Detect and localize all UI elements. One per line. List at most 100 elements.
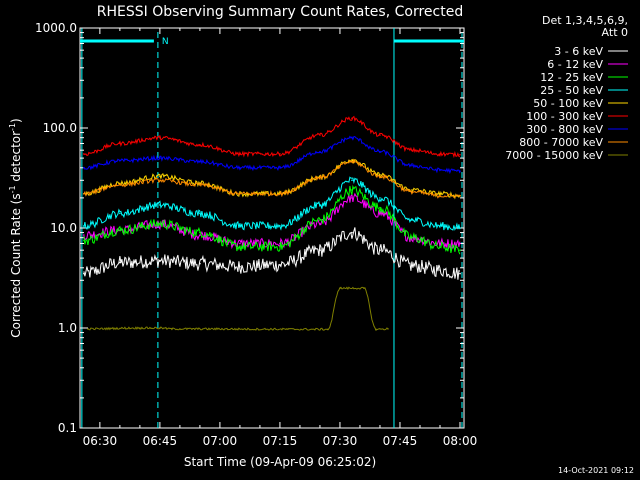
data-point — [351, 179, 353, 182]
data-point — [379, 206, 381, 209]
data-point — [379, 150, 381, 153]
data-point — [239, 153, 241, 155]
ticks-layer: 06:30 06:45 07:00 07:15 07:30 07:45 08:00 0.1 1.… — [35, 21, 477, 448]
data-point — [87, 328, 89, 330]
x-tick-label: 06:45 — [143, 434, 178, 448]
data-point — [119, 159, 121, 162]
data-point — [119, 184, 121, 186]
data-point — [387, 328, 389, 330]
legend-label: 25 - 50 keV — [540, 84, 603, 97]
data-point — [239, 225, 241, 227]
series-800-7000-kev — [83, 158, 461, 199]
legend-title-line: Att 0 — [602, 26, 628, 39]
data-point — [411, 219, 413, 221]
data-point — [239, 166, 241, 169]
data-point — [411, 264, 413, 267]
data-point — [199, 160, 201, 163]
data-point — [239, 245, 241, 248]
series-100-300-kev — [83, 115, 461, 159]
series-3-6-kev — [83, 227, 461, 280]
series-300-800-kev — [83, 135, 461, 175]
data-point — [339, 287, 341, 290]
data-point — [159, 327, 161, 329]
data-point — [159, 259, 161, 262]
y-tick-label: 100.0 — [43, 121, 77, 135]
data-point — [83, 234, 85, 236]
data-point — [139, 327, 141, 329]
flag-annotation: N — [162, 37, 169, 47]
data-point — [379, 174, 381, 176]
data-point — [159, 223, 161, 225]
legend-label: 800 - 7000 keV — [519, 136, 603, 149]
data-point — [459, 249, 461, 251]
data-point — [199, 231, 201, 234]
data-point — [119, 229, 121, 232]
data-point — [159, 204, 161, 206]
data-point — [351, 160, 353, 163]
data-point — [411, 149, 413, 151]
legend-label: 3 - 6 keV — [554, 45, 603, 58]
data-point — [83, 192, 85, 195]
series-line — [83, 158, 461, 199]
series-line — [83, 176, 461, 231]
data-point — [439, 169, 441, 171]
data-point — [83, 166, 85, 169]
data-point — [327, 328, 329, 331]
data-point — [439, 194, 441, 197]
data-point — [459, 170, 461, 172]
y-axis-label-sup1: -1 — [8, 185, 17, 193]
y-axis-label: Corrected Count Rate (s-1 detector-1) — [8, 118, 23, 337]
data-point — [83, 272, 85, 275]
y-tick-label: 1.0 — [58, 321, 77, 335]
series-line — [87, 286, 389, 331]
x-tick-label: 07:45 — [383, 434, 418, 448]
data-point — [351, 136, 353, 139]
series-line — [83, 135, 461, 175]
data-point — [459, 153, 461, 156]
data-point — [319, 219, 321, 221]
data-point — [279, 263, 281, 266]
data-point — [279, 225, 281, 227]
series-line — [83, 158, 461, 200]
data-point — [439, 242, 441, 245]
data-point — [459, 227, 461, 229]
data-point — [351, 197, 353, 199]
data-point — [119, 212, 121, 215]
data-point — [379, 175, 381, 177]
series-line — [83, 192, 461, 250]
data-point — [459, 194, 461, 197]
data-point — [351, 117, 353, 120]
series-12-25-kev — [83, 184, 461, 255]
y-tick-label: 1000.0 — [35, 21, 77, 35]
data-point — [363, 287, 365, 290]
legend-label: 12 - 25 keV — [540, 71, 603, 84]
data-point — [199, 262, 201, 265]
data-point — [319, 204, 321, 206]
data-point — [379, 134, 381, 136]
data-point — [379, 197, 381, 199]
data-point — [319, 249, 321, 251]
data-point — [83, 239, 85, 242]
x-tick-label: 07:15 — [263, 434, 298, 448]
data-point — [411, 164, 413, 167]
y-tick-label: 0.1 — [58, 421, 77, 435]
data-point — [83, 225, 85, 227]
series-7000-15000-kev — [87, 286, 389, 331]
data-point — [159, 179, 161, 182]
series-line — [83, 115, 460, 159]
data-point — [459, 272, 461, 275]
data-point — [439, 225, 441, 227]
series-6-12-kev — [83, 192, 461, 250]
data-point — [199, 143, 201, 146]
data-point — [319, 134, 321, 136]
data-point — [199, 184, 201, 186]
data-point — [119, 142, 121, 145]
y-axis-label-sup2: -1 — [8, 123, 17, 131]
data-point — [199, 234, 201, 236]
series-line — [83, 227, 461, 280]
data-point — [279, 245, 281, 248]
data-point — [459, 242, 461, 245]
data-point — [351, 231, 353, 234]
x-tick-label: 07:30 — [323, 434, 358, 448]
data-point — [239, 192, 241, 195]
